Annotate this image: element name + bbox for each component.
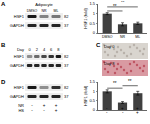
svg-text:82: 82 <box>64 54 69 59</box>
svg-text:D: D <box>1 79 6 85</box>
svg-text:**: ** <box>121 1 125 5</box>
svg-text:82: 82 <box>64 85 69 90</box>
svg-text:+: + <box>55 108 58 113</box>
svg-text:DMSO: DMSO <box>27 9 38 13</box>
svg-text:0.5: 0.5 <box>90 98 96 103</box>
svg-text:0: 0 <box>28 47 31 52</box>
svg-text:0: 0 <box>93 30 96 35</box>
svg-text:4: 4 <box>43 47 46 52</box>
svg-text:1: 1 <box>93 89 96 94</box>
svg-text:-: - <box>106 110 108 115</box>
svg-text:NR: NR <box>120 35 126 39</box>
svg-text:+: + <box>121 106 124 111</box>
svg-text:0.5: 0.5 <box>90 21 96 26</box>
svg-text:HS: HS <box>18 108 24 113</box>
svg-text:HSF1: HSF1 <box>14 85 25 90</box>
svg-text:HSF1 (fold): HSF1 (fold) <box>83 85 88 106</box>
svg-text:2: 2 <box>36 47 39 52</box>
svg-text:GAPDH: GAPDH <box>10 63 24 68</box>
svg-text:-: - <box>122 110 124 115</box>
svg-text:ML: ML <box>54 9 59 13</box>
svg-text:37: 37 <box>64 94 69 99</box>
svg-text:C: C <box>96 42 101 48</box>
svg-text:GAPDH: GAPDH <box>10 94 24 99</box>
svg-text:Day 0: Day 0 <box>104 44 115 49</box>
svg-text:+: + <box>136 106 139 111</box>
svg-text:Day 8: Day 8 <box>104 61 115 66</box>
svg-text:-: - <box>43 108 45 113</box>
svg-text:Adipocyte: Adipocyte <box>35 2 53 7</box>
svg-text:HSF1: HSF1 <box>14 14 25 19</box>
svg-text:B: B <box>1 42 6 48</box>
svg-text:-: - <box>106 106 108 111</box>
svg-text:**: ** <box>113 81 117 86</box>
svg-text:-: - <box>31 108 33 113</box>
svg-text:A: A <box>1 1 6 7</box>
svg-text:**: ** <box>113 4 117 9</box>
svg-text:1.5: 1.5 <box>90 79 96 84</box>
svg-text:37: 37 <box>64 63 69 68</box>
svg-text:8: 8 <box>57 47 60 52</box>
svg-text:GAPDH: GAPDH <box>10 23 24 28</box>
svg-text:DMSO: DMSO <box>102 35 113 39</box>
svg-text:0: 0 <box>93 107 96 112</box>
svg-text:NR: NR <box>41 9 47 13</box>
svg-text:6: 6 <box>50 47 53 52</box>
svg-text:NR: NR <box>18 103 24 108</box>
svg-text:+: + <box>136 110 139 115</box>
svg-text:37: 37 <box>64 23 69 28</box>
svg-text:ML: ML <box>135 35 140 39</box>
svg-text:**: ** <box>128 79 132 84</box>
svg-text:1: 1 <box>93 11 96 16</box>
svg-text:HSF1 (fold): HSF1 (fold) <box>83 8 88 29</box>
svg-text:Day: Day <box>17 47 24 52</box>
svg-text:82: 82 <box>64 14 69 19</box>
svg-text:HSF1: HSF1 <box>14 54 25 59</box>
svg-text:1.5: 1.5 <box>90 1 96 6</box>
